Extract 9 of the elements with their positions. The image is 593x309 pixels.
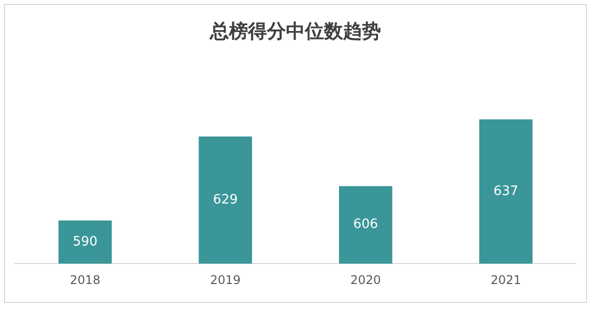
data-label: 629	[212, 192, 238, 208]
x-tick-label: 2018	[70, 272, 100, 287]
data-label: 606	[353, 217, 378, 232]
data-label: 637	[493, 184, 518, 199]
x-tick-label: 2019	[210, 272, 241, 287]
x-tick-label: 2020	[350, 272, 381, 287]
x-tick-label: 2021	[490, 272, 522, 287]
chart-title: 总榜得分中位数趋势	[209, 20, 381, 42]
data-label: 590	[72, 234, 98, 250]
